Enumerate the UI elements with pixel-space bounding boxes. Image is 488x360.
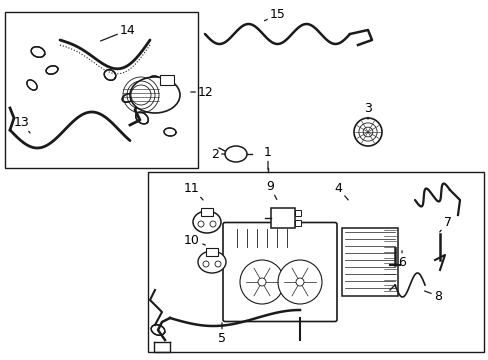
Bar — [294, 210, 301, 216]
Text: 14: 14 — [101, 23, 136, 41]
Text: 3: 3 — [364, 102, 371, 119]
Text: 2: 2 — [211, 148, 225, 161]
FancyBboxPatch shape — [223, 222, 336, 321]
Bar — [205, 248, 218, 256]
Polygon shape — [163, 128, 176, 136]
Text: 13: 13 — [14, 116, 30, 133]
Text: 15: 15 — [264, 8, 285, 21]
Polygon shape — [104, 70, 116, 80]
Circle shape — [295, 278, 304, 286]
Bar — [160, 75, 174, 85]
Text: 6: 6 — [397, 251, 405, 269]
Bar — [148, 172, 483, 352]
Text: 9: 9 — [265, 180, 276, 199]
Polygon shape — [27, 80, 37, 90]
Bar — [270, 208, 294, 228]
Text: 4: 4 — [333, 181, 347, 200]
Polygon shape — [46, 66, 58, 74]
Polygon shape — [122, 94, 134, 102]
Circle shape — [258, 278, 265, 286]
Ellipse shape — [198, 251, 225, 273]
Bar — [201, 208, 213, 216]
Ellipse shape — [130, 77, 180, 113]
Polygon shape — [151, 325, 164, 335]
Ellipse shape — [224, 146, 246, 162]
Text: 5: 5 — [218, 323, 225, 345]
Circle shape — [278, 260, 321, 304]
Bar — [294, 220, 301, 226]
Circle shape — [240, 260, 284, 304]
Polygon shape — [31, 47, 45, 57]
Text: 12: 12 — [190, 85, 213, 99]
Bar — [341, 228, 397, 296]
Text: 8: 8 — [424, 289, 441, 302]
Polygon shape — [149, 76, 161, 84]
Bar — [5, 12, 198, 168]
Ellipse shape — [193, 211, 221, 233]
Text: 11: 11 — [184, 181, 203, 200]
Text: 10: 10 — [183, 234, 205, 247]
Polygon shape — [136, 112, 148, 124]
Text: 1: 1 — [264, 145, 271, 169]
Text: 7: 7 — [439, 216, 451, 232]
